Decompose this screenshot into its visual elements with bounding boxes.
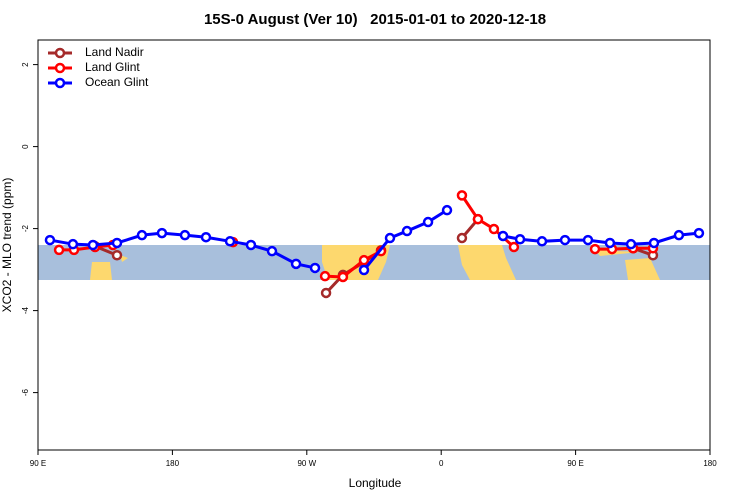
- x-tick-label: 180: [703, 459, 717, 468]
- data-point: [441, 204, 453, 216]
- data-point: [136, 229, 148, 241]
- data-point: [337, 271, 349, 283]
- legend-label: Ocean Glint: [85, 75, 149, 89]
- data-point: [497, 230, 509, 242]
- data-point: [245, 239, 257, 251]
- y-tick-label: 0: [21, 144, 30, 149]
- data-point: [456, 232, 468, 244]
- land: [90, 262, 112, 280]
- data-point: [266, 245, 278, 257]
- series-line: [59, 194, 653, 279]
- data-point: [693, 227, 705, 239]
- data-point: [472, 213, 484, 225]
- data-point: [309, 262, 321, 274]
- data-point: [358, 254, 370, 266]
- plot-frame: [37, 39, 711, 451]
- y-axis-label: XCO2 - MLO trend (ppm): [0, 178, 14, 313]
- data-point: [179, 229, 191, 241]
- data-point: [53, 244, 65, 256]
- data-point: [589, 243, 601, 255]
- data-point: [422, 216, 434, 228]
- data-point: [673, 229, 685, 241]
- data-point: [582, 234, 594, 246]
- x-tick-label: 180: [166, 459, 180, 468]
- data-point: [111, 250, 123, 261]
- y-tick-label: -6: [21, 388, 30, 396]
- legend-label: Land Nadir: [85, 45, 144, 59]
- data-point: [456, 190, 468, 201]
- data-point: [156, 227, 168, 239]
- data-point: [358, 264, 370, 276]
- chart-title: 15S-0 August (Ver 10) 2015-01-01 to 2020…: [204, 11, 546, 28]
- land: [458, 245, 516, 280]
- data-point: [536, 236, 548, 247]
- legend-marker: [54, 77, 66, 89]
- data-point: [604, 237, 616, 249]
- data-point: [290, 258, 302, 270]
- x-tick-label: 0: [439, 459, 444, 468]
- legend-marker: [54, 47, 66, 59]
- data-point: [514, 234, 526, 245]
- legend-label: Land Glint: [85, 60, 140, 74]
- x-tick-label: 90 W: [297, 459, 316, 468]
- data-point: [320, 287, 332, 299]
- data-point: [488, 223, 500, 235]
- y-tick-label: -2: [21, 224, 30, 232]
- data-point: [224, 236, 236, 247]
- data-point: [111, 237, 123, 249]
- data-point: [625, 238, 637, 250]
- x-axis-label: Longitude: [349, 476, 402, 490]
- data-point: [200, 231, 212, 243]
- legend-marker: [54, 62, 66, 74]
- x-tick-label: 90 E: [30, 459, 46, 468]
- y-tick-label: -4: [21, 306, 30, 314]
- data-point: [648, 237, 660, 249]
- y-tick-label: 2: [21, 62, 30, 67]
- data-point: [87, 239, 99, 251]
- data-point: [44, 234, 56, 246]
- land: [625, 258, 660, 280]
- data-point: [401, 225, 413, 237]
- x-tick-label: 90 E: [567, 459, 583, 468]
- data-point: [384, 232, 396, 244]
- data-point: [319, 270, 331, 282]
- data-point: [67, 238, 79, 250]
- data-point: [559, 234, 571, 246]
- data-point: [508, 241, 520, 253]
